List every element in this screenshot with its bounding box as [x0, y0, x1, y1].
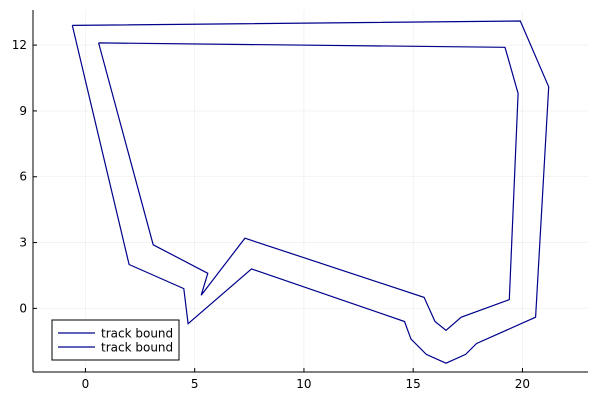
series-line-1	[98, 42, 519, 332]
series-line-2	[71, 20, 550, 364]
legend: track bound track bound	[51, 319, 180, 361]
x-tick-label: 15	[406, 377, 421, 391]
x-tick-label: 0	[82, 377, 90, 391]
legend-label-1: track bound	[101, 327, 173, 341]
y-tick-label: 0	[19, 301, 27, 315]
legend-label-2: track bound	[101, 341, 173, 355]
ticks: 0 5 10 15 20 0 3 6 9 12	[12, 38, 530, 391]
axes	[32, 10, 588, 373]
x-tick-label: 5	[191, 377, 199, 391]
x-tick-label: 10	[296, 377, 311, 391]
legend-box	[51, 319, 180, 361]
y-tick-label: 3	[19, 236, 27, 250]
y-tick-label: 6	[19, 170, 27, 184]
x-tick-label: 20	[515, 377, 530, 391]
grid	[33, 10, 588, 372]
y-tick-label: 9	[19, 104, 27, 118]
y-tick-label: 12	[12, 38, 27, 52]
series-layer	[71, 20, 550, 364]
